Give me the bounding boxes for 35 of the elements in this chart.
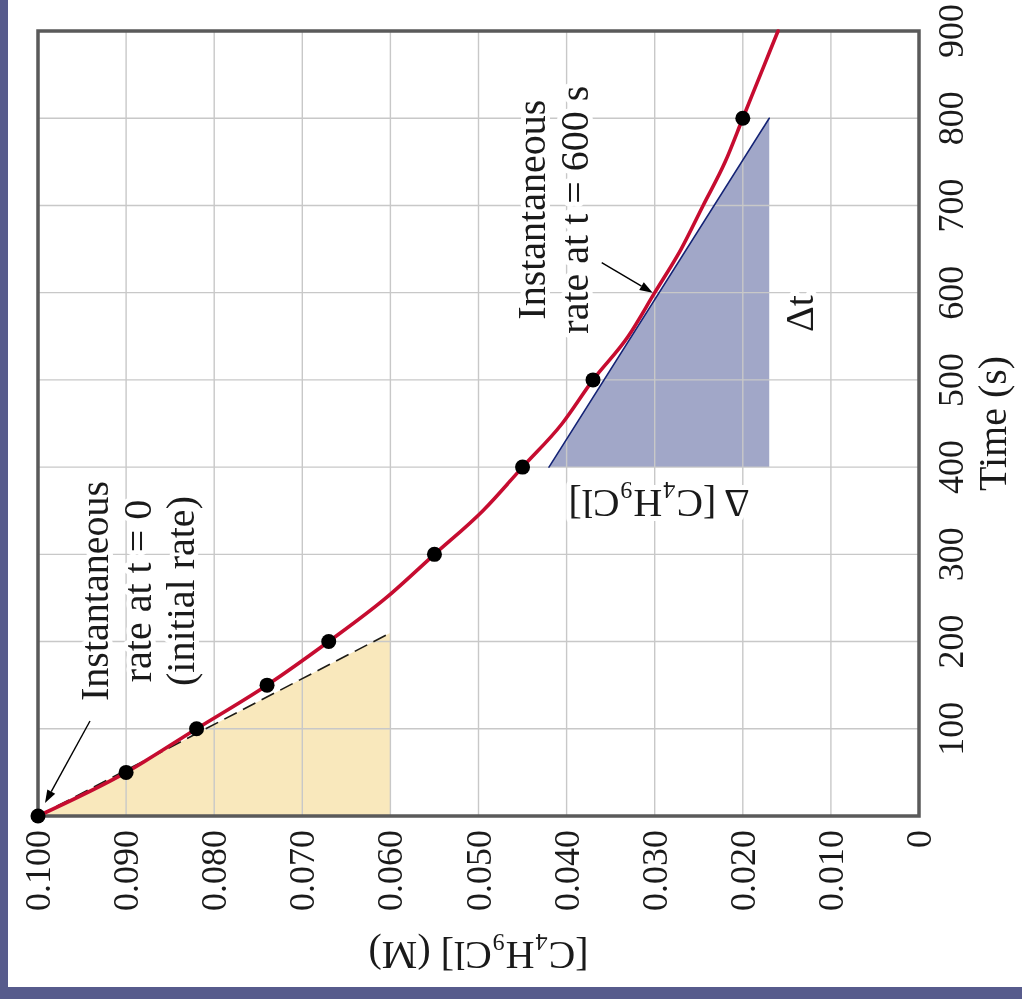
point — [189, 721, 205, 737]
y-tick-label: 300 — [931, 527, 971, 582]
x-tick-label: 0.020 — [722, 830, 763, 911]
x-tick-label: 0.080 — [194, 830, 235, 911]
point — [321, 634, 337, 650]
annotation: Δt — [777, 295, 823, 333]
point — [118, 764, 134, 780]
point — [259, 677, 275, 693]
x-tick-label: 0.070 — [282, 830, 323, 911]
annotation: Instantaneous rate at t = 600 s — [508, 85, 597, 334]
annotation: Δ [C₄H₉Cl] — [568, 481, 750, 527]
annotation: Instantaneous rate at t = 0 (initial rate) — [72, 481, 203, 701]
y-tick-label: 200 — [931, 614, 971, 669]
point — [426, 546, 442, 562]
y-tick-label: 600 — [931, 265, 971, 320]
y-tick-label: 500 — [931, 352, 971, 407]
y-tick-label: 700 — [931, 178, 971, 233]
y-tick-label: 400 — [931, 440, 971, 495]
y-tick-label: 900 — [931, 4, 971, 58]
x-tick-label: 0.060 — [370, 830, 411, 911]
point — [515, 459, 531, 475]
x-tick-label: 0 — [899, 830, 939, 848]
y-axis-title: Time (s) — [970, 355, 1015, 492]
x-tick-label: 0.090 — [106, 830, 147, 911]
x-tick-label: 0.030 — [634, 830, 675, 911]
point — [585, 372, 601, 388]
x-tick-label: 0.010 — [810, 830, 851, 911]
point — [30, 808, 46, 824]
y-tick-label: 100 — [931, 701, 971, 756]
x-tick-label: 0.050 — [458, 830, 499, 911]
point — [735, 110, 751, 126]
x-tick-label: 0.040 — [546, 830, 587, 911]
x-tick-label: 0.100 — [18, 830, 58, 911]
x-axis-title: [C₄H₉Cl] (M) — [368, 933, 589, 979]
y-tick-label: 800 — [931, 91, 971, 146]
